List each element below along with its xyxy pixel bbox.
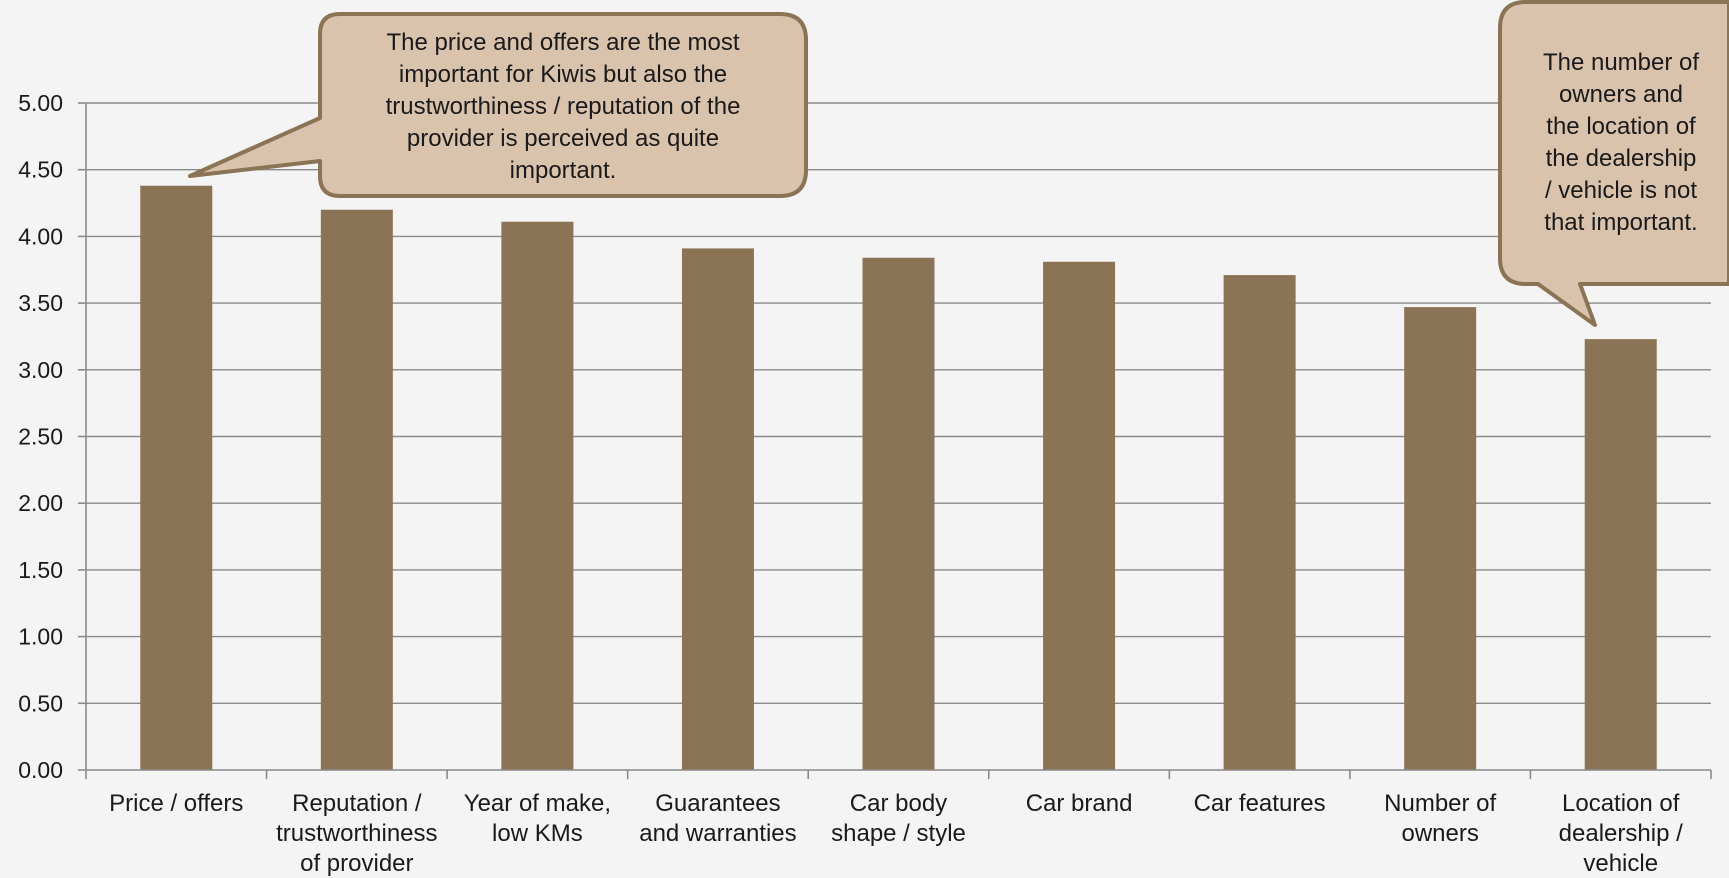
x-tick-label: Car body shape / style xyxy=(831,790,966,847)
x-tick-label-line: Price / offers xyxy=(109,790,243,817)
callout-price-reputation: The price and offers are the most importa… xyxy=(188,12,808,198)
x-tick-label-line: trustworthiness xyxy=(276,820,437,847)
callout-owners-location: The number of owners and the location of th… xyxy=(1498,0,1729,327)
bar xyxy=(1584,339,1657,770)
callout-text-line: important. xyxy=(510,157,617,184)
callout-text-line: provider is perceived as quite xyxy=(407,125,719,152)
bar xyxy=(862,257,935,770)
x-tick-label: Number of owners xyxy=(1384,790,1496,847)
bar xyxy=(1223,275,1296,770)
x-tick-label: Guarantees and warranties xyxy=(639,790,796,847)
y-tick-label: 4.50 xyxy=(18,157,63,183)
callout-text-line: The number of xyxy=(1543,49,1699,76)
y-tick-label: 5.00 xyxy=(18,90,63,116)
callout-bubble xyxy=(1498,0,1729,327)
callout-text-line: trustworthiness / reputation of the xyxy=(386,93,741,120)
callout-bubble xyxy=(188,12,808,198)
x-tick-label-line: dealership / xyxy=(1559,820,1683,847)
bar xyxy=(1404,307,1477,770)
bar xyxy=(1043,261,1116,770)
x-tick-label-line: and warranties xyxy=(639,820,796,847)
x-tick-label-line: shape / style xyxy=(831,820,966,847)
x-tick-label-line: Car body xyxy=(850,790,947,817)
callout-text-line: owners and xyxy=(1559,81,1683,108)
axes xyxy=(78,102,1712,779)
x-tick-label-line: Car features xyxy=(1194,790,1326,817)
callout-text-line: the location of xyxy=(1546,113,1696,140)
callouts: The price and offers are the most importa… xyxy=(188,0,1729,327)
y-tick-label: 1.00 xyxy=(18,624,63,650)
y-tick-label: 2.50 xyxy=(18,424,63,450)
bar xyxy=(681,248,754,770)
x-tick-label-line: Year of make, xyxy=(464,790,611,817)
x-tick-label: Car features xyxy=(1194,790,1326,817)
x-tick-label: Reputation / trustworthiness of provider xyxy=(276,790,437,877)
callout-text-line: The price and offers are the most xyxy=(386,29,739,56)
bar xyxy=(320,209,393,771)
callout-text-line: that important. xyxy=(1544,209,1697,236)
x-tick-label-line: vehicle xyxy=(1583,850,1658,877)
y-tick-label: 3.50 xyxy=(18,290,63,316)
x-tick-label: Car brand xyxy=(1026,790,1133,817)
x-tick-label-line: Number of xyxy=(1384,790,1496,817)
x-axis-tick-labels: Price / offers Reputation / trustworthines… xyxy=(109,790,1683,877)
x-tick-label-line: of provider xyxy=(300,850,413,877)
y-tick-label: 0.50 xyxy=(18,690,63,716)
x-tick-label: Location of dealership / vehicle xyxy=(1559,790,1683,877)
x-tick-label-line: Car brand xyxy=(1026,790,1133,817)
bars xyxy=(140,185,1657,771)
y-axis-tick-labels: 0.00 0.50 1.00 1.50 2.00 2.50 3.00 3.50 4.00 4.50… xyxy=(18,90,63,783)
bar xyxy=(140,185,213,770)
x-tick-label-line: owners xyxy=(1401,820,1478,847)
x-tick-label: Year of make, low KMs xyxy=(464,790,611,847)
bar xyxy=(501,221,574,770)
callout-text-line: important for Kiwis but also the xyxy=(399,61,727,88)
x-tick-label-line: Guarantees xyxy=(655,790,780,817)
x-tick-label: Price / offers xyxy=(109,790,243,817)
callout-text-line: the dealership xyxy=(1546,145,1697,172)
x-tick-label-line: Location of xyxy=(1562,790,1680,817)
callout-text-line: / vehicle is not xyxy=(1545,177,1697,204)
x-tick-label-line: low KMs xyxy=(492,820,583,847)
y-tick-label: 0.00 xyxy=(18,757,63,783)
x-tick-label-line: Reputation / xyxy=(292,790,422,817)
y-tick-label: 2.00 xyxy=(18,490,63,516)
y-tick-label: 1.50 xyxy=(18,557,63,583)
y-tick-label: 4.00 xyxy=(18,223,63,249)
y-tick-label: 3.00 xyxy=(18,357,63,383)
